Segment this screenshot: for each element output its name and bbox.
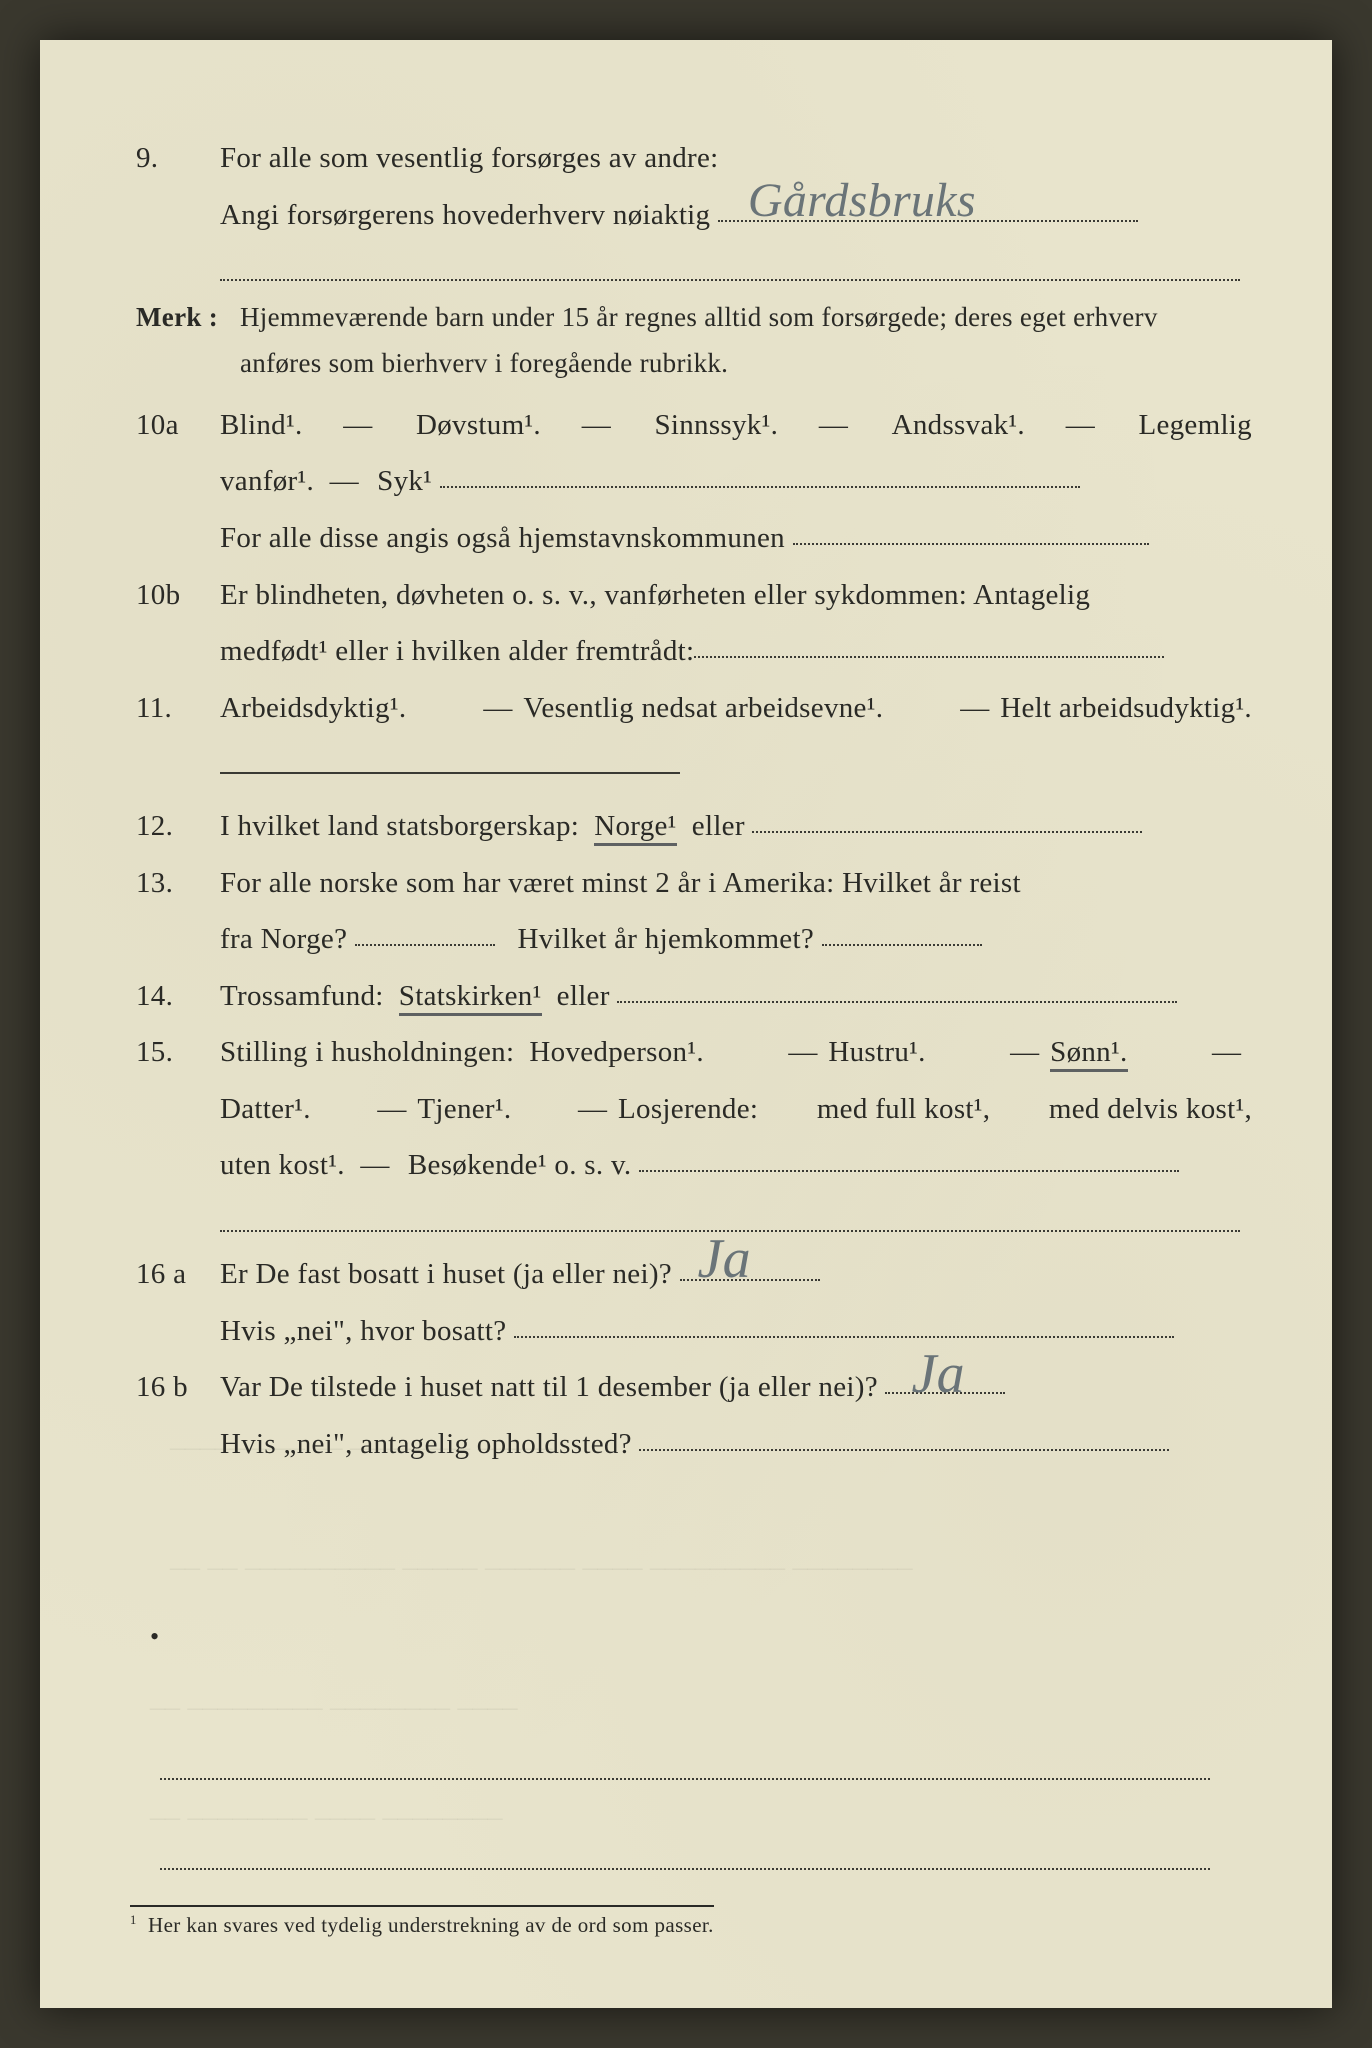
- q10a-opt-legemlig: Legemlig: [1138, 397, 1252, 454]
- q13-line1: 13. For alle norske som har været minst …: [130, 855, 1252, 912]
- q15-hoved: Hovedperson¹.: [529, 1036, 703, 1068]
- q12: 12. I hvilket land statsborgerskap: Norg…: [130, 798, 1252, 855]
- q16a-number: 16 a: [130, 1246, 220, 1303]
- q15-pre: Stilling i husholdningen:: [220, 1036, 514, 1068]
- q10a-opt-blind: Blind¹.: [220, 397, 303, 454]
- q11: 11. Arbeidsdyktig¹. —Vesentlig nedsat ar…: [130, 680, 1252, 737]
- q9-text2: Angi forsørgerens hovederhverv nøiaktig: [220, 199, 710, 231]
- q12-number: 12.: [130, 798, 220, 855]
- q14-eller: eller: [557, 980, 610, 1012]
- q10a-answer-line: [440, 459, 1080, 488]
- q16a-hvis-nei: Hvis „nei", hvor bosatt?: [220, 1315, 506, 1347]
- footnote-text: Her kan svares ved tydelig understreknin…: [148, 1913, 714, 1937]
- q15-tjener: Tjener¹.: [417, 1093, 511, 1125]
- section-rule-2: [220, 772, 680, 774]
- q15-besokende: Besøkende¹ o. s. v.: [408, 1149, 632, 1181]
- q12-pre: I hvilket land statsborgerskap:: [220, 810, 579, 842]
- q16a-answer-line: Ja: [680, 1252, 820, 1281]
- q10a-syk: Syk¹: [377, 465, 432, 497]
- q15-hustru: Hustru¹.: [828, 1036, 925, 1068]
- q9-text1: For alle som vesentlig forsørges av andr…: [220, 130, 1252, 187]
- bleedthrough-4: __ ________ ____ ________: [150, 1790, 503, 1824]
- section-rule-1: [220, 279, 1240, 281]
- q15-datter: Datter¹.: [220, 1081, 311, 1138]
- q10a-opt-sinnssyk: Sinnssyk¹.: [654, 397, 778, 454]
- q15-line3: uten kost¹. — Besøkende¹ o. s. v.: [130, 1137, 1252, 1194]
- q15-sonn-underlined: Sønn¹.: [1050, 1036, 1127, 1072]
- q11-opt1: Arbeidsdyktig¹.: [220, 680, 406, 737]
- bleedthrough-3: __ _________ ________ ____: [150, 1680, 518, 1714]
- merk-label: Merk :: [130, 295, 240, 341]
- q16a-bosatt-line: [514, 1309, 1174, 1338]
- q11-opt2: Vesentlig nedsat arbeidsevne¹.: [523, 692, 883, 724]
- q14-statskirken-underlined: Statskirken¹: [399, 980, 542, 1016]
- bottom-rule-1: [160, 1778, 1210, 1780]
- q16b-handwritten: Ja: [911, 1349, 964, 1399]
- q15-delviskost: med delvis kost¹,: [1049, 1081, 1252, 1138]
- q10a-vanfor: vanfør¹.: [220, 465, 314, 497]
- q9-line2: Angi forsørgerens hovederhverv nøiaktig …: [130, 187, 1252, 244]
- q16a-line1: 16 a Er De fast bosatt i huset (ja eller…: [130, 1246, 1252, 1303]
- q12-answer-line: [752, 804, 1142, 833]
- q15-fullkost: med full kost¹,: [817, 1081, 991, 1138]
- q15-line1: 15. Stilling i husholdningen: Hovedperso…: [130, 1024, 1252, 1081]
- q13-hjemkommet: Hvilket år hjemkommet?: [517, 923, 814, 955]
- q16b-opholdssted-line: [639, 1422, 1169, 1451]
- q16a-handwritten: Ja: [698, 1234, 751, 1284]
- q10a-line3: For alle disse angis også hjemstavnskomm…: [130, 510, 1252, 567]
- q15-answer-line: [639, 1143, 1179, 1172]
- q10a-number: 10a: [130, 397, 220, 454]
- q10a-hjemstavn: For alle disse angis også hjemstavnskomm…: [220, 522, 785, 554]
- footnote-marker: 1: [130, 1913, 137, 1927]
- q11-opt3: Helt arbeidsudyktig¹.: [1000, 692, 1252, 724]
- q15-line2: Datter¹. —Tjener¹. —Losjerende: med full…: [130, 1081, 1252, 1138]
- merk-text: Hjemmeværende barn under 15 år regnes al…: [240, 295, 1252, 387]
- q10a-line1: 10a Blind¹. — Døvstum¹. — Sinnssyk¹. — A…: [130, 397, 1252, 454]
- q15-number: 15.: [130, 1024, 220, 1081]
- q15-losjerende: Losjerende:: [618, 1093, 758, 1125]
- q12-eller: eller: [692, 810, 745, 842]
- q10a-opt-andssvak: Andssvak¹.: [892, 397, 1025, 454]
- q10a-opt-dovstum: Døvstum¹.: [416, 397, 541, 454]
- q13-line2: fra Norge? Hvilket år hjemkommet?: [130, 911, 1252, 968]
- q16b-hvis-nei: Hvis „nei", antagelig opholdssted?: [220, 1428, 632, 1460]
- q9-number: 9.: [130, 130, 220, 187]
- q16b-line2: Hvis „nei", antagelig opholdssted?: [130, 1416, 1252, 1473]
- q9-answer-line: Gårdsbruks: [718, 193, 1138, 222]
- stray-dot: •: [150, 1622, 159, 1652]
- q10b-number: 10b: [130, 567, 220, 624]
- q16b-number: 16 b: [130, 1359, 220, 1416]
- q11-number: 11.: [130, 680, 220, 737]
- q10b-answer-line: [694, 629, 1164, 658]
- q13-year2-line: [822, 917, 982, 946]
- q16b-line1: 16 b Var De tilstede i huset natt til 1 …: [130, 1359, 1252, 1416]
- q12-norge-underlined: Norge¹: [594, 810, 676, 846]
- q16a-question: Er De fast bosatt i huset (ja eller nei)…: [220, 1258, 672, 1290]
- q14: 14. Trossamfund: Statskirken¹ eller: [130, 968, 1252, 1025]
- q10a-line2: vanfør¹. — Syk¹: [130, 453, 1252, 510]
- census-form-page: 9. For alle som vesentlig forsørges av a…: [40, 40, 1332, 2008]
- bleedthrough-2: __ __ __________ _____ ______ ____ _____…: [170, 1540, 913, 1574]
- q14-pre: Trossamfund:: [220, 980, 384, 1012]
- q16a-line2: Hvis „nei", hvor bosatt?: [130, 1303, 1252, 1360]
- q15-utenkost: uten kost¹.: [220, 1149, 345, 1181]
- q10b-line1: 10b Er blindheten, døvheten o. s. v., va…: [130, 567, 1252, 624]
- q14-answer-line: [617, 974, 1177, 1003]
- q9-line1: 9. For alle som vesentlig forsørges av a…: [130, 130, 1252, 187]
- footnote: 1 Her kan svares ved tydelig understrekn…: [130, 1905, 714, 1938]
- q14-number: 14.: [130, 968, 220, 1025]
- q13-number: 13.: [130, 855, 220, 912]
- merk-note: Merk : Hjemmeværende barn under 15 år re…: [130, 295, 1252, 387]
- q13-year1-line: [355, 917, 495, 946]
- bottom-rule-2: [160, 1868, 1210, 1870]
- q16b-question: Var De tilstede i huset natt til 1 desem…: [220, 1371, 878, 1403]
- q13-franorgे: fra Norge?: [220, 923, 347, 955]
- q16b-answer-line: Ja: [885, 1365, 1005, 1394]
- q13-text1: For alle norske som har været minst 2 år…: [220, 855, 1252, 912]
- q10b-line2: medfødt¹ eller i hvilken alder fremtrådt…: [130, 623, 1252, 680]
- q10b-text: Er blindheten, døvheten o. s. v., vanfør…: [220, 567, 1252, 624]
- q10a-kommune-line: [793, 516, 1149, 545]
- q9-handwritten: Gårdsbruks: [748, 179, 976, 222]
